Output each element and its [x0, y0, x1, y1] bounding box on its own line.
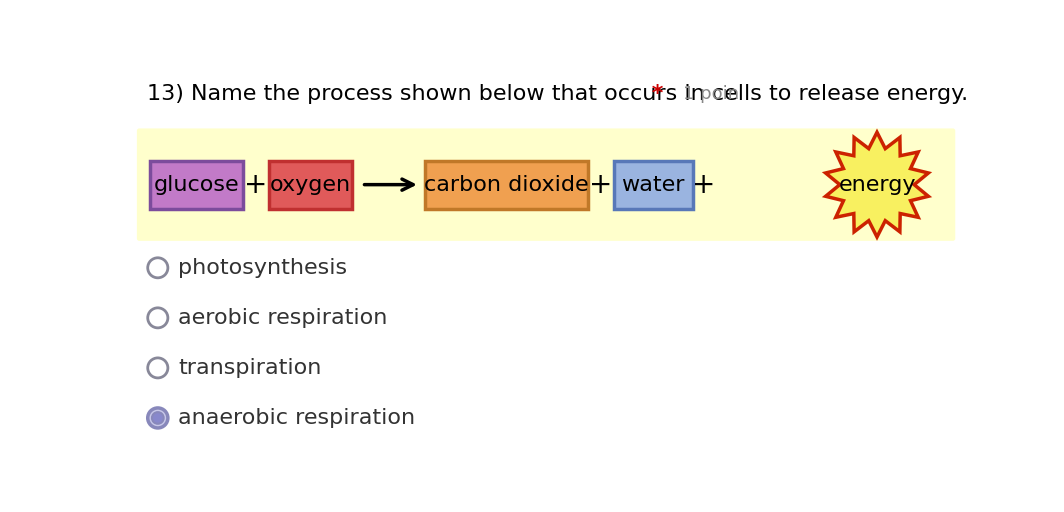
FancyBboxPatch shape [614, 161, 693, 208]
Circle shape [148, 258, 168, 278]
Text: +: + [693, 170, 716, 199]
FancyBboxPatch shape [426, 161, 588, 208]
Circle shape [152, 412, 164, 424]
Text: +: + [588, 170, 612, 199]
Text: water: water [621, 175, 685, 195]
Polygon shape [826, 132, 929, 237]
FancyBboxPatch shape [268, 161, 352, 208]
Circle shape [148, 358, 168, 378]
Text: *: * [645, 84, 664, 104]
Text: oxygen: oxygen [270, 175, 351, 195]
Text: 1 poin: 1 poin [683, 85, 739, 103]
Text: anaerobic respiration: anaerobic respiration [178, 408, 415, 428]
Text: +: + [244, 170, 267, 199]
Text: 13) Name the process shown below that occurs in cells to release energy.: 13) Name the process shown below that oc… [147, 84, 968, 104]
Text: aerobic respiration: aerobic respiration [178, 308, 387, 328]
Text: transpiration: transpiration [178, 358, 321, 378]
FancyBboxPatch shape [137, 129, 955, 241]
Text: glucose: glucose [153, 175, 239, 195]
Text: photosynthesis: photosynthesis [178, 258, 347, 278]
Text: energy: energy [838, 175, 916, 195]
Text: carbon dioxide: carbon dioxide [425, 175, 588, 195]
Circle shape [148, 308, 168, 328]
FancyBboxPatch shape [150, 161, 243, 208]
Circle shape [148, 408, 168, 428]
